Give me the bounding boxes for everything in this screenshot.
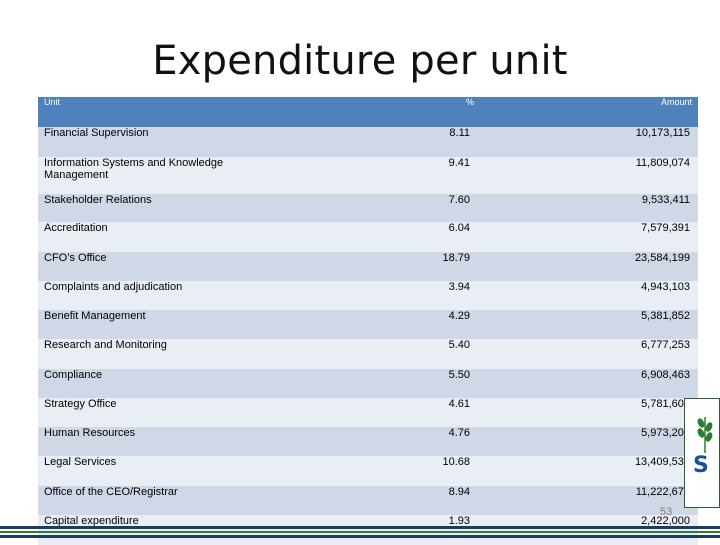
wheat-icon — [697, 417, 713, 453]
table-row: Research and Monitoring 5.40 6,777,253 — [38, 339, 698, 369]
header-unit: Unit — [38, 97, 264, 127]
cell-amount: 5,781,600 — [480, 398, 698, 427]
table-row: Benefit Management 4.29 5,381,852 — [38, 310, 698, 339]
cell-amount: 5,973,208 — [480, 427, 698, 456]
cell-percent: 6.04 — [264, 222, 480, 252]
cell-percent: 8.11 — [264, 127, 480, 157]
cell-amount: 9,533,411 — [480, 194, 698, 222]
cell-unit: Research and Monitoring — [38, 339, 264, 369]
cell-unit: Human Resources — [38, 427, 264, 456]
table-row: Accreditation 6.04 7,579,391 — [38, 222, 698, 252]
cell-percent: 10.68 — [264, 456, 480, 486]
cell-unit: Benefit Management — [38, 310, 264, 339]
cell-percent: 4.29 — [264, 310, 480, 339]
cell-percent: 4.61 — [264, 398, 480, 427]
cell-unit: Information Systems and Knowledge Manage… — [38, 157, 264, 194]
cell-percent: 5.40 — [264, 339, 480, 369]
cell-amount: 11,809,074 — [480, 157, 698, 194]
header-percent: % — [264, 97, 480, 127]
table-row: Information Systems and Knowledge Manage… — [38, 157, 698, 194]
cell-unit: Financial Supervision — [38, 127, 264, 157]
cell-unit: Strategy Office — [38, 398, 264, 427]
table-row: Financial Supervision 8.11 10,173,115 — [38, 127, 698, 157]
header-amount: Amount — [480, 97, 698, 127]
cell-unit: Stakeholder Relations — [38, 194, 264, 222]
cell-percent: 4.76 — [264, 427, 480, 456]
expenditure-table: Unit % Amount Financial Supervision 8.11 1… — [38, 97, 698, 545]
cell-percent: 3.94 — [264, 281, 480, 310]
cell-unit: Compliance — [38, 369, 264, 398]
cell-amount: 6,908,463 — [480, 369, 698, 398]
cell-amount: 10,173,115 — [480, 127, 698, 157]
table-header-row: Unit % Amount — [38, 97, 698, 127]
table-row: Compliance 5.50 6,908,463 — [38, 369, 698, 398]
footer-stripe — [0, 526, 720, 538]
cell-unit: Accreditation — [38, 222, 264, 252]
cell-percent: 5.50 — [264, 369, 480, 398]
cell-unit: Complaints and adjudication — [38, 281, 264, 310]
logo-letter-icon: S — [693, 453, 709, 478]
cell-amount: 11,222,678 — [480, 486, 698, 515]
table-row: Human Resources 4.76 5,973,208 — [38, 427, 698, 456]
cell-unit: Office of the CEO/Registrar — [38, 486, 264, 515]
table-row: Legal Services 10.68 13,409,539 — [38, 456, 698, 486]
page-number: 53 — [660, 506, 673, 518]
cell-amount: 23,584,199 — [480, 252, 698, 281]
cell-percent: 8.94 — [264, 486, 480, 515]
cell-unit: CFO’s Office — [38, 252, 264, 281]
cell-amount: 5,381,852 — [480, 310, 698, 339]
table-body: Financial Supervision 8.11 10,173,115 Infor… — [38, 127, 698, 545]
cell-amount: 4,943,103 — [480, 281, 698, 310]
cell-amount: 13,409,539 — [480, 456, 698, 486]
organization-logo: S — [684, 398, 720, 508]
table-row: Stakeholder Relations 7.60 9,533,411 — [38, 194, 698, 222]
cell-unit: Legal Services — [38, 456, 264, 486]
cell-percent: 18.79 — [264, 252, 480, 281]
slide-title: Expenditure per unit — [152, 38, 568, 84]
table-row: Complaints and adjudication 3.94 4,943,103 — [38, 281, 698, 310]
cell-percent: 7.60 — [264, 194, 480, 222]
cell-amount: 7,579,391 — [480, 222, 698, 252]
cell-percent: 9.41 — [264, 157, 480, 194]
table-row: CFO’s Office 18.79 23,584,199 — [38, 252, 698, 281]
table-row: Strategy Office 4.61 5,781,600 — [38, 398, 698, 427]
table-row: Office of the CEO/Registrar 8.94 11,222,67… — [38, 486, 698, 515]
cell-amount: 6,777,253 — [480, 339, 698, 369]
